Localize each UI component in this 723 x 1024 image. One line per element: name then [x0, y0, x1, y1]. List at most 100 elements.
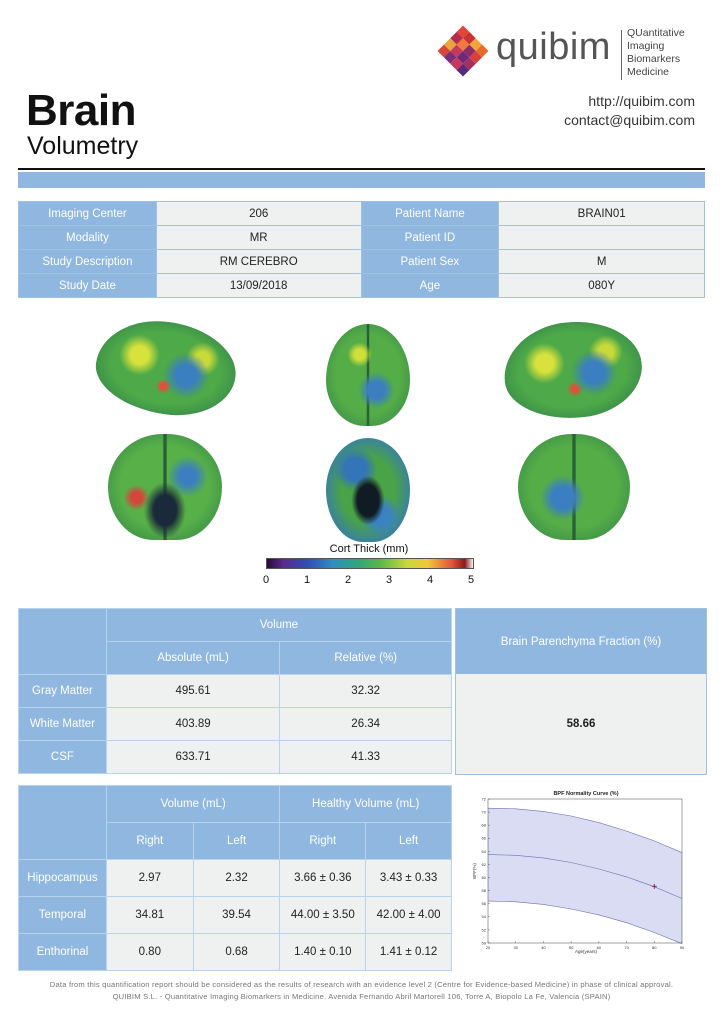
relative-value: 41.33 [279, 740, 452, 774]
volume-ml-header: Volume (mL) [105, 785, 281, 823]
logo-tagline-line: Imaging [627, 40, 665, 52]
healthy-right-value: 3.66 ± 0.36 [279, 859, 367, 897]
x-tick-label: 40 [541, 945, 546, 950]
x-tick-label: 90 [680, 945, 685, 950]
left-value: 39.54 [192, 896, 281, 934]
patient-info-table: Imaging Center 206 Patient Name BRAIN01 … [18, 201, 705, 298]
corner-cell [18, 608, 107, 675]
website-link[interactable]: http://quibim.com [588, 93, 695, 109]
footer-disclaimer: Data from this quantification report sho… [49, 980, 674, 989]
header-rule [18, 168, 705, 170]
healthy-left-value: 42.00 ± 4.00 [365, 896, 452, 934]
colorbar [266, 558, 474, 569]
table-row: Gray Matter 495.61 32.32 [18, 674, 452, 708]
left-header: Left [192, 822, 281, 860]
healthy-right-value: 1.40 ± 0.10 [279, 933, 367, 971]
chart-title: BPF Normality Curve (%) [553, 791, 618, 797]
y-tick-label: 56 [482, 901, 487, 906]
relative-value: 26.34 [279, 707, 452, 741]
report-title: Brain [26, 86, 136, 135]
logo-tagline-line: QUantitative [627, 27, 685, 39]
patient-point [651, 883, 657, 889]
y-tick-label: 68 [482, 823, 487, 828]
bpf-normality-chart: BPF Normality Curve (%) 20 30 40 50 60 70 80 90… [472, 791, 685, 954]
footer: Data from this quantification report sho… [0, 979, 723, 1003]
x-tick-label: 70 [624, 945, 629, 950]
logo-tagline-line: Medicine [627, 66, 670, 78]
row-label: Temporal [18, 896, 107, 934]
y-tick-label: 70 [482, 809, 487, 814]
right-value: 2.97 [105, 859, 194, 897]
x-tick-label: 80 [652, 945, 657, 950]
bpf-value: 58.66 [456, 674, 706, 774]
colorbar-tick: 5 [467, 574, 475, 586]
table-row: Modality MR Patient ID [18, 225, 705, 250]
brain-superior-image [326, 324, 410, 426]
healthy-left-value: 1.41 ± 0.12 [365, 933, 452, 971]
y-tick-label: 58 [482, 888, 487, 893]
logo-tagline: QUantitative Imaging Biomarkers Medicine [627, 27, 685, 79]
row-label: White Matter [18, 707, 107, 741]
y-tick-label: 52 [482, 927, 487, 932]
colorbar-tick: 2 [344, 574, 352, 586]
y-tick-label: 64 [482, 849, 487, 854]
colorbar-tick: 3 [385, 574, 393, 586]
logo-divider [621, 30, 622, 80]
info-label: Age [360, 273, 500, 298]
relative-value: 32.32 [279, 674, 452, 708]
volume-table: Volume Absolute (mL) Relative (%) Gray M… [18, 608, 453, 774]
x-tick-label: 50 [569, 945, 574, 950]
normality-band [488, 808, 682, 944]
series-line-2 [487, 900, 683, 944]
absolute-header: Absolute (mL) [105, 641, 281, 675]
info-value: 206 [155, 201, 362, 226]
brain-posterior-image [108, 434, 222, 540]
relative-header: Relative (%) [279, 641, 452, 675]
healthy-left-header: Left [365, 822, 452, 860]
right-header: Right [105, 822, 194, 860]
info-label: Patient Sex [360, 249, 500, 274]
y-tick-label: 54 [482, 914, 487, 919]
y-tick-label: 62 [482, 862, 487, 867]
report-subtitle: Volumetry [27, 132, 139, 160]
row-label: CSF [18, 740, 107, 774]
series-line-1 [487, 854, 683, 899]
contact-block: http://quibim.com contact@quibim.com [564, 92, 695, 130]
logo-wordmark: quibim [496, 26, 611, 68]
y-tick-label: 60 [482, 875, 487, 880]
row-label: Enthorinal [18, 933, 107, 971]
table-row: CSF 633.71 41.33 [18, 740, 452, 774]
info-value: 13/09/2018 [155, 273, 362, 298]
table-row: Enthorinal 0.80 0.68 1.40 ± 0.10 1.41 ± … [18, 933, 452, 971]
quibim-logo-icon [437, 25, 489, 77]
info-label: Patient ID [360, 225, 500, 250]
brain-left-lateral-image [90, 312, 242, 424]
series-line-0 [487, 807, 683, 853]
info-value: MR [155, 225, 362, 250]
plot-frame [487, 798, 683, 944]
info-value: BRAIN01 [498, 201, 705, 226]
info-value: RM CEREBRO [155, 249, 362, 274]
table-row: Study Date 13/09/2018 Age 080Y [18, 273, 705, 298]
volume-header: Volume [105, 608, 453, 642]
table-row: Hippocampus 2.97 2.32 3.66 ± 0.36 3.43 ±… [18, 859, 452, 897]
left-value: 2.32 [192, 859, 281, 897]
left-value: 0.68 [192, 933, 281, 971]
email-link[interactable]: contact@quibim.com [564, 112, 695, 128]
colorbar-title: Cort Thick (mm) [329, 543, 409, 555]
logo-tagline-line: Biomarkers [627, 53, 681, 65]
chart-plot-area: 20 30 40 50 60 70 80 90 50 52 54 56 58 60 62 64 66 68 70 72 [482, 796, 685, 950]
y-tick-label: 72 [482, 796, 487, 801]
table-row: Imaging Center 206 Patient Name BRAIN01 [18, 201, 705, 226]
info-label: Patient Name [360, 201, 500, 226]
absolute-value: 495.61 [105, 674, 281, 708]
row-label: Gray Matter [18, 674, 107, 708]
brain-anterior-image [518, 434, 630, 540]
brain-inferior-image [326, 438, 410, 542]
healthy-left-value: 3.43 ± 0.33 [365, 859, 452, 897]
chart-x-label: Age(years) [575, 949, 598, 954]
colorbar-tick: 0 [262, 574, 270, 586]
row-label: Hippocampus [18, 859, 107, 897]
table-row: Volume (mL) Healthy Volume (mL) [18, 785, 452, 860]
table-row: White Matter 403.89 26.34 [18, 707, 452, 741]
